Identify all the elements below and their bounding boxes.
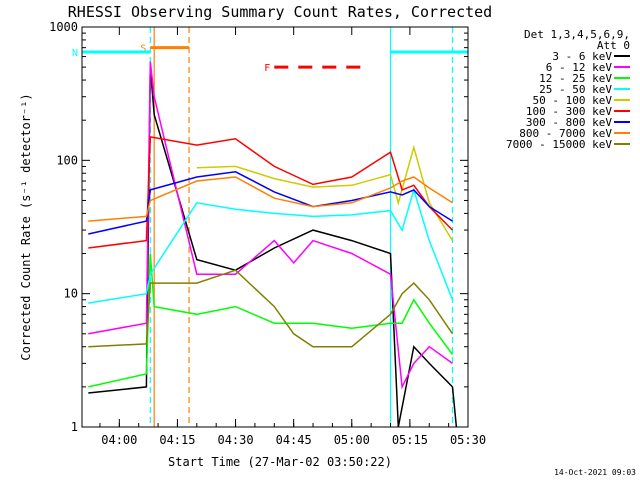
footer-timestamp: 14-Oct-2021 09:03 xyxy=(554,468,636,477)
x-tick-label-0: 04:00 xyxy=(101,433,137,447)
legend-label-1: 6 - 12 keV xyxy=(546,61,613,74)
series-line-5 xyxy=(88,136,454,249)
series-line-1 xyxy=(88,61,453,390)
y-tick-label-2: 100 xyxy=(56,153,78,167)
series-line-7 xyxy=(88,176,453,222)
y-axis-label: Corrected Count Rate (s⁻¹ detector⁻¹) xyxy=(19,93,33,360)
legend-label-4: 50 - 100 keV xyxy=(533,94,613,107)
state-bar-label-0: S xyxy=(140,44,146,55)
legend-label-7: 800 - 7000 keV xyxy=(519,127,612,140)
x-tick-label-6: 05:30 xyxy=(450,433,486,447)
series-line-8 xyxy=(88,269,454,348)
y-tick-label-3: 1000 xyxy=(49,20,78,34)
legend-header-1: Att 0 xyxy=(597,39,630,52)
x-axis-label: Start Time (27-Mar-02 03:50:22) xyxy=(168,455,392,469)
y-axis: 1 10 100 1000 xyxy=(49,20,468,434)
series-line-0 xyxy=(88,67,458,428)
x-axis: 04:00 04:15 04:30 04:45 05:00 05:15 05:30 xyxy=(99,27,486,447)
legend-header-0: Det 1,3,4,5,6,9, xyxy=(524,28,630,41)
x-tick-label-1: 04:15 xyxy=(159,433,195,447)
x-tick-label-2: 04:30 xyxy=(217,433,253,447)
legend-label-5: 100 - 300 keV xyxy=(526,105,612,118)
plot-area: S F N xyxy=(72,27,468,428)
x-tick-label-4: 05:00 xyxy=(334,433,370,447)
y-tick-label-0: 1 xyxy=(71,420,78,434)
chart-title: RHESSI Observing Summary Count Rates, Co… xyxy=(68,3,492,21)
legend-label-6: 300 - 800 keV xyxy=(526,116,612,129)
plot-frame xyxy=(81,26,469,428)
state-bar-label-1: F xyxy=(264,63,270,74)
series-line-2 xyxy=(88,253,454,388)
series-line-4 xyxy=(196,144,454,241)
y-tick-label-1: 10 xyxy=(64,287,78,301)
x-tick-label-5: 05:15 xyxy=(392,433,428,447)
legend-label-3: 25 - 50 keV xyxy=(539,83,612,96)
x-tick-label-3: 04:45 xyxy=(276,433,312,447)
state-bar-label-2: N xyxy=(72,48,78,59)
legend-label-2: 12 - 25 keV xyxy=(539,72,612,85)
legend-label-8: 7000 - 15000 keV xyxy=(506,138,612,151)
legend-label-0: 3 - 6 keV xyxy=(552,50,612,63)
